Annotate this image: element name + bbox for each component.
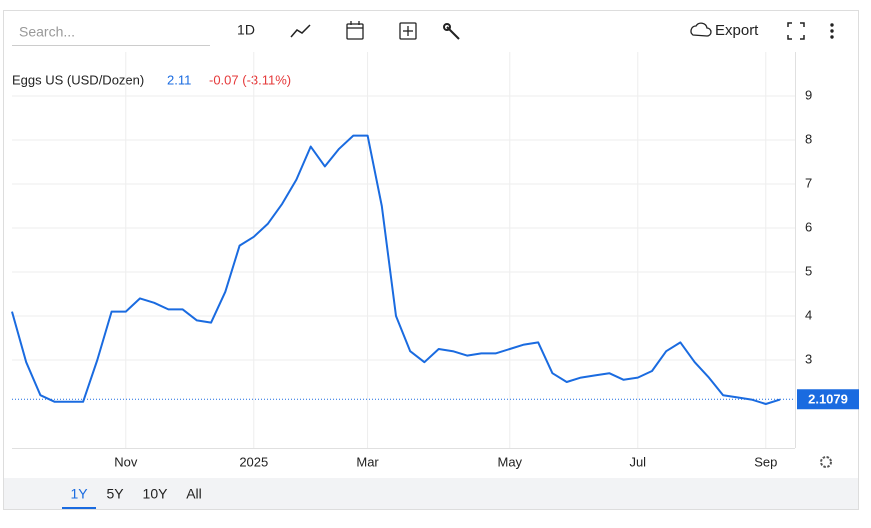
y-tick-label: 7 <box>805 175 812 190</box>
x-tick-label: 2025 <box>239 454 268 469</box>
range-bar <box>4 478 858 509</box>
export-button[interactable]: Export <box>715 22 759 39</box>
legend-change: -0.07 (-3.11%) <box>209 72 291 87</box>
range-button[interactable]: 10Y <box>143 486 169 502</box>
x-tick-label: Nov <box>114 454 138 469</box>
y-tick-label: 3 <box>805 351 812 366</box>
x-tick-label: Mar <box>356 454 379 469</box>
calendar-icon[interactable] <box>346 21 364 40</box>
x-tick-label: May <box>497 454 522 469</box>
x-tick-label: Sep <box>754 454 777 469</box>
range-button[interactable]: 1Y <box>70 486 88 502</box>
axis-settings-icon[interactable] <box>820 456 832 468</box>
compare-icon[interactable] <box>399 22 417 40</box>
y-tick-label: 5 <box>805 263 812 278</box>
last-price-label: 2.1079 <box>808 392 848 407</box>
x-tick-label: Jul <box>629 454 646 469</box>
menu-icon[interactable] <box>830 23 834 39</box>
legend-title: Eggs US (USD/Dozen) <box>12 72 144 87</box>
legend-last: 2.11 <box>167 72 191 87</box>
interval-button[interactable]: 1D <box>237 22 255 38</box>
chart-type-icon[interactable] <box>290 24 311 38</box>
y-tick-label: 8 <box>805 131 812 146</box>
settings-tool-icon[interactable] <box>443 23 460 40</box>
fullscreen-icon[interactable] <box>787 22 805 40</box>
range-button[interactable]: 5Y <box>106 486 124 502</box>
y-tick-label: 6 <box>805 219 812 234</box>
price-line <box>11 134 781 405</box>
y-tick-label: 4 <box>805 307 812 322</box>
last-price-tag <box>797 389 859 410</box>
export-icon[interactable] <box>690 22 712 37</box>
y-tick-label: 9 <box>805 87 812 102</box>
range-button[interactable]: All <box>186 486 202 502</box>
frame <box>3 10 859 510</box>
search-box[interactable]: Search... <box>19 24 75 40</box>
